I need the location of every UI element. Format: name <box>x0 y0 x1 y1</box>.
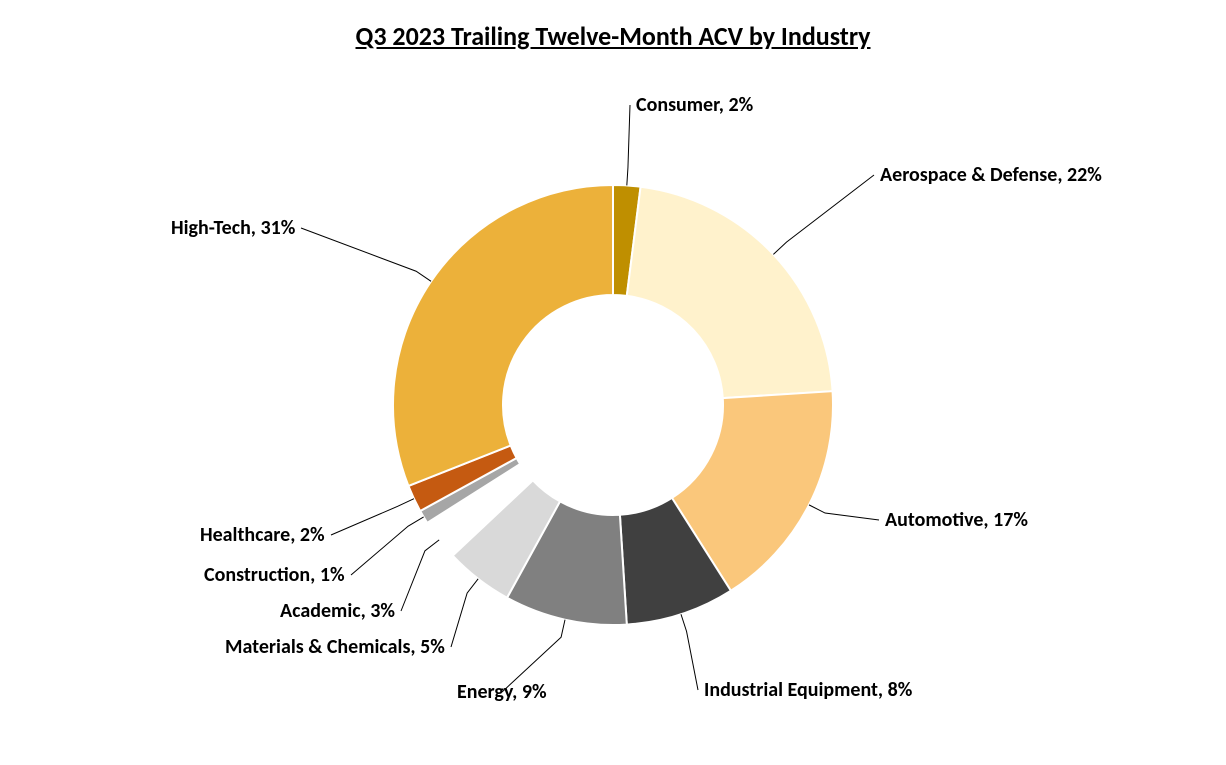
slice-label: Energy, 9% <box>457 680 547 704</box>
slice-label: Industrial Equipment, 8% <box>704 678 912 702</box>
slice-label: Consumer, 2% <box>636 93 753 117</box>
donut-slice <box>393 185 613 486</box>
leader-line <box>331 499 414 535</box>
leader-line <box>681 614 698 690</box>
slice-label: Materials & Chemicals, 5% <box>225 635 445 659</box>
slice-label: Construction, 1% <box>204 563 345 587</box>
slice-label: High-Tech, 31% <box>171 216 295 240</box>
slice-label: Aerospace & Defense, 22% <box>880 163 1102 187</box>
donut-slice <box>627 187 833 398</box>
slice-label: Automotive, 17% <box>885 508 1028 532</box>
leader-line <box>351 517 424 575</box>
leader-line <box>773 175 874 254</box>
leader-line <box>301 228 431 281</box>
leader-line <box>809 505 879 520</box>
slice-label: Healthcare, 2% <box>200 523 325 547</box>
leader-line <box>401 540 439 611</box>
slice-label: Academic, 3% <box>280 599 395 623</box>
donut-chart <box>0 0 1226 765</box>
leader-line <box>627 105 630 185</box>
leader-line <box>451 579 478 647</box>
